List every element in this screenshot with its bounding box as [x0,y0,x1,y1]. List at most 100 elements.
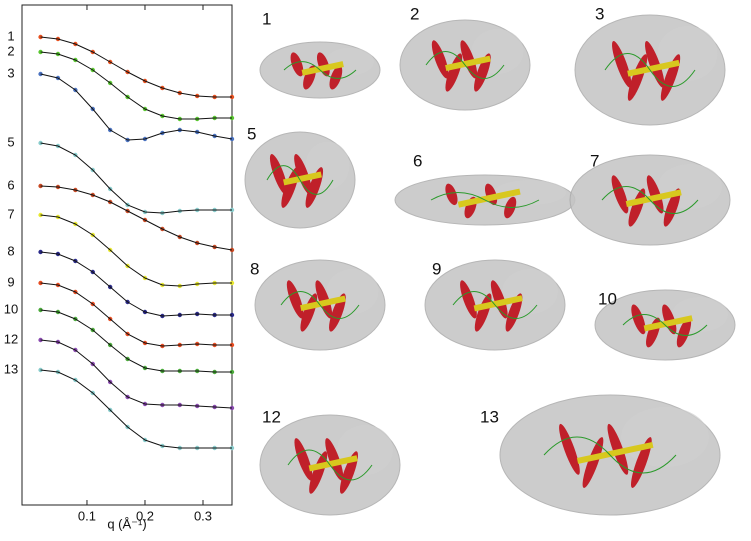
helix [329,65,343,90]
loop [452,291,538,319]
panel-label: 13 [480,407,499,426]
envelope-lobe [672,297,728,332]
helix [460,280,477,319]
strand [445,55,491,72]
helix [676,317,692,348]
envelope-lobe [658,164,722,209]
helix [663,188,681,227]
fit-line [40,309,232,373]
helix [329,293,346,332]
x-tick-label: 0.1 [78,508,96,523]
fit-line [40,282,232,347]
structure-panel [424,259,566,351]
loop [266,165,334,195]
helix [646,175,664,214]
structure-panel [569,154,731,246]
helix [631,304,646,335]
helix [631,437,652,488]
loop [604,53,696,87]
series-label: 13 [4,361,18,376]
series-label: 1 [7,28,14,43]
strand [627,59,680,77]
strand [625,189,682,207]
fit-line [40,142,232,214]
panel-label: 5 [247,124,256,143]
fit-line [40,251,232,317]
structure-panel [594,289,736,361]
structure-panel [399,19,531,111]
helix [662,304,677,335]
helix [582,437,604,488]
strand [457,188,521,208]
x-tick-label: 0.3 [194,508,212,523]
x-tick-label: 0.2 [136,508,154,523]
helix [315,280,333,319]
helix [290,52,304,77]
strand [576,441,654,464]
helix [445,183,458,206]
x-axis-label: q (Å⁻¹) [107,516,146,531]
loop [425,51,505,79]
structure-panel [259,41,381,99]
loop [430,192,540,208]
series-label: 10 [4,301,18,316]
strand [283,171,322,186]
series-label: 5 [7,134,14,149]
structure-panel [394,174,576,226]
series-label: 3 [7,65,14,80]
helix [505,293,523,332]
series-label: 12 [4,331,18,346]
panel-label: 7 [590,151,599,170]
envelope-lobe [502,269,558,314]
structure-panel [259,414,401,516]
helix [645,41,665,88]
helix [474,53,491,92]
envelope-lobe [657,26,718,81]
strand [300,295,346,312]
structure-panel [244,131,356,229]
helix [325,438,344,481]
panel-label: 2 [410,4,419,23]
panel-label: 1 [262,9,271,28]
helix [627,54,648,101]
fit-line [40,214,232,287]
panel-label: 6 [413,151,422,170]
series-label: 6 [7,177,14,192]
helix [431,40,449,79]
helix [294,438,313,481]
panel-label: 10 [598,289,617,308]
envelope-lobe [621,407,709,467]
structure-panel [574,14,726,126]
helix [309,451,328,494]
fit-line [40,51,232,120]
helix [611,175,629,214]
series-label: 7 [7,206,14,221]
structure-panel [499,394,721,516]
strand [643,315,693,332]
loop [601,186,699,214]
helix [559,423,580,475]
panel-label: 12 [262,407,281,426]
fit-line [40,73,233,141]
helix [460,40,478,79]
plot-frame [21,4,233,506]
fit-line [40,36,232,98]
envelope-lobe [337,425,393,475]
helix [286,280,304,319]
fit-line [40,339,233,409]
panel-label: 8 [250,259,259,278]
panel-label: 3 [595,4,604,23]
structure-panel [254,259,386,351]
loop [280,291,360,319]
strand [308,455,358,472]
fit-line [40,185,233,251]
loop [287,449,373,481]
strand [473,295,523,312]
loop [543,436,677,474]
series-label: 8 [7,243,14,258]
helix [612,41,632,88]
strand [301,61,344,76]
series-label: 9 [7,274,14,289]
helix [490,280,508,319]
